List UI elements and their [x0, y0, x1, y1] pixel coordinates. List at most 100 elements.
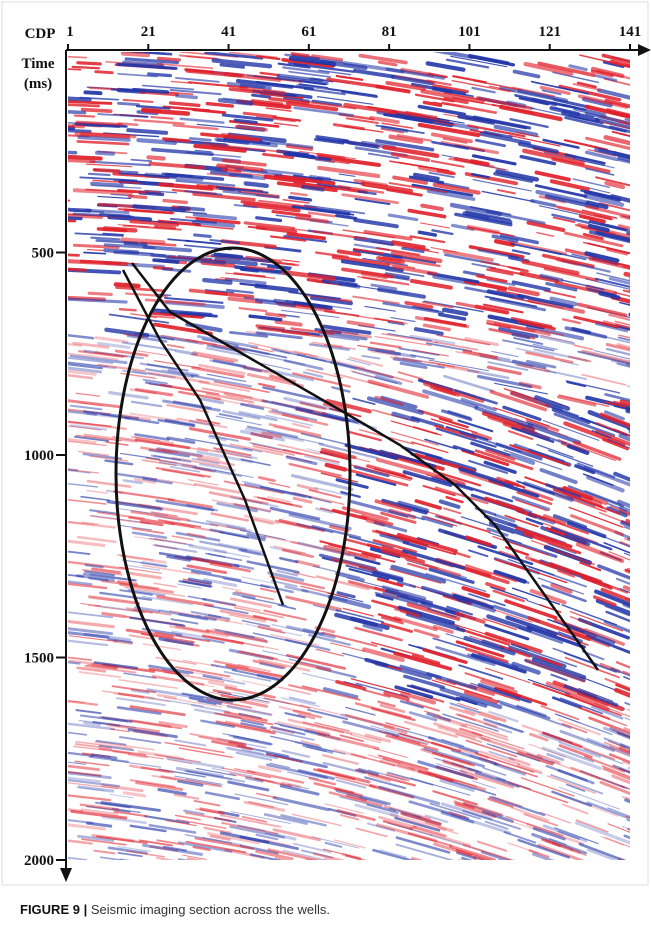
seismic-wavelet — [354, 626, 403, 642]
seismic-wavelet — [113, 490, 175, 502]
seismic-wavelet — [401, 246, 425, 254]
seismic-wavelet — [433, 722, 491, 742]
seismic-wavelet — [572, 82, 602, 92]
seismic-wavelet — [204, 615, 230, 623]
seismic-wavelet — [221, 767, 272, 779]
seismic-wavelet — [160, 442, 209, 452]
seismic-wavelet — [488, 750, 515, 761]
seismic-wavelet — [141, 107, 191, 116]
seismic-wavelet — [402, 549, 466, 570]
seismic-wavelet — [156, 693, 177, 700]
seismic-wavelet — [84, 665, 137, 674]
seismic-wavelet — [188, 427, 251, 441]
seismic-wavelet — [155, 656, 197, 665]
seismic-wavelet — [297, 769, 335, 781]
seismic-wavelet — [80, 495, 111, 502]
y-tick-label: 2000 — [24, 853, 54, 869]
seismic-wavelet — [158, 460, 217, 473]
seismic-wavelet — [107, 846, 148, 855]
seismic-wavelet — [385, 722, 411, 731]
seismic-wavelet — [474, 772, 520, 788]
seismic-wavelet — [241, 480, 262, 487]
seismic-wavelet — [540, 705, 580, 721]
seismic-wavelet — [255, 225, 298, 234]
seismic-wavelet — [177, 858, 190, 860]
seismic-wavelet — [261, 431, 283, 439]
seismic-wavelet — [387, 333, 432, 342]
seismic-wavelet — [140, 766, 174, 774]
seismic-wavelet — [521, 427, 567, 445]
seismic-wavelet — [331, 255, 390, 267]
seismic-wavelet — [158, 768, 206, 778]
seismic-wavelet — [162, 105, 211, 112]
seismic-wavelet — [566, 381, 587, 388]
seismic-wavelet — [281, 58, 335, 68]
seismic-wavelet — [181, 580, 213, 588]
seismic-wavelet — [549, 837, 567, 846]
seismic-wavelet — [272, 828, 321, 842]
seismic-wavelet — [437, 725, 476, 740]
seismic-wavelet — [130, 158, 153, 162]
seismic-wavelet — [420, 585, 469, 603]
seismic-wavelet — [379, 533, 410, 545]
seismic-wavelet — [86, 489, 108, 494]
seismic-wavelet — [475, 96, 533, 111]
seismic-wavelet — [219, 63, 245, 69]
seismic-wavelet — [309, 174, 332, 182]
seismic-wavelet — [346, 793, 368, 802]
seismic-wavelet — [583, 193, 625, 207]
seismic-wavelet — [117, 208, 175, 214]
seismic-wavelet — [116, 706, 162, 715]
seismic-wavelet — [97, 113, 149, 118]
seismic-wavelet — [131, 531, 168, 540]
seismic-wavelet — [285, 653, 346, 670]
seismic-wavelet — [477, 545, 534, 566]
seismic-wavelet — [607, 807, 630, 818]
seismic-wavelet — [335, 679, 367, 691]
seismic-wavelet — [587, 223, 610, 233]
seismic-wavelet — [166, 344, 185, 349]
seismic-wavelet — [374, 335, 432, 347]
seismic-wavelet — [614, 324, 630, 331]
seismic-wavelet — [68, 366, 102, 374]
seismic-wavelet — [287, 783, 309, 790]
seismic-wavelet — [458, 858, 463, 860]
seismic-wavelet — [182, 567, 212, 574]
seismic-wavelet — [240, 719, 264, 726]
seismic-wavelet — [281, 270, 336, 281]
seismic-wavelet — [68, 437, 97, 444]
seismic-wavelet — [464, 709, 498, 721]
seismic-wavelet — [539, 811, 571, 824]
seismic-wavelet — [486, 322, 511, 329]
seismic-wavelet — [502, 405, 542, 422]
seismic-wavelet — [300, 585, 349, 599]
seismic-wavelet — [367, 769, 406, 781]
seismic-wavelet — [532, 513, 589, 535]
seismic-wavelet — [92, 167, 121, 174]
seismic-wavelet — [637, 701, 651, 719]
seismic-wavelet — [99, 591, 153, 601]
seismic-wavelet — [277, 443, 321, 455]
seismic-wavelet — [626, 818, 630, 822]
seismic-wavelet — [441, 738, 465, 747]
seismic-wavelet — [120, 52, 151, 58]
seismic-wavelet — [144, 815, 190, 825]
seismic-wavelet — [552, 647, 599, 666]
seismic-wavelet — [549, 179, 590, 192]
seismic-wavelet — [485, 582, 506, 592]
seismic-wavelet — [474, 138, 506, 148]
seismic-wavelet — [464, 337, 499, 347]
seismic-wavelet — [467, 767, 507, 782]
seismic-wavelet — [417, 165, 454, 176]
seismic-wavelet — [610, 359, 630, 367]
seismic-wavelet — [558, 718, 601, 736]
seismic-wavelet — [198, 735, 245, 746]
seismic-wavelet — [348, 499, 409, 518]
seismic-wavelet — [68, 154, 103, 161]
seismic-wavelet — [288, 696, 316, 705]
seismic-wavelet — [414, 93, 455, 103]
seismic-wavelet — [489, 389, 547, 412]
seismic-wavelet — [612, 764, 630, 774]
seismic-wavelet — [198, 380, 251, 393]
